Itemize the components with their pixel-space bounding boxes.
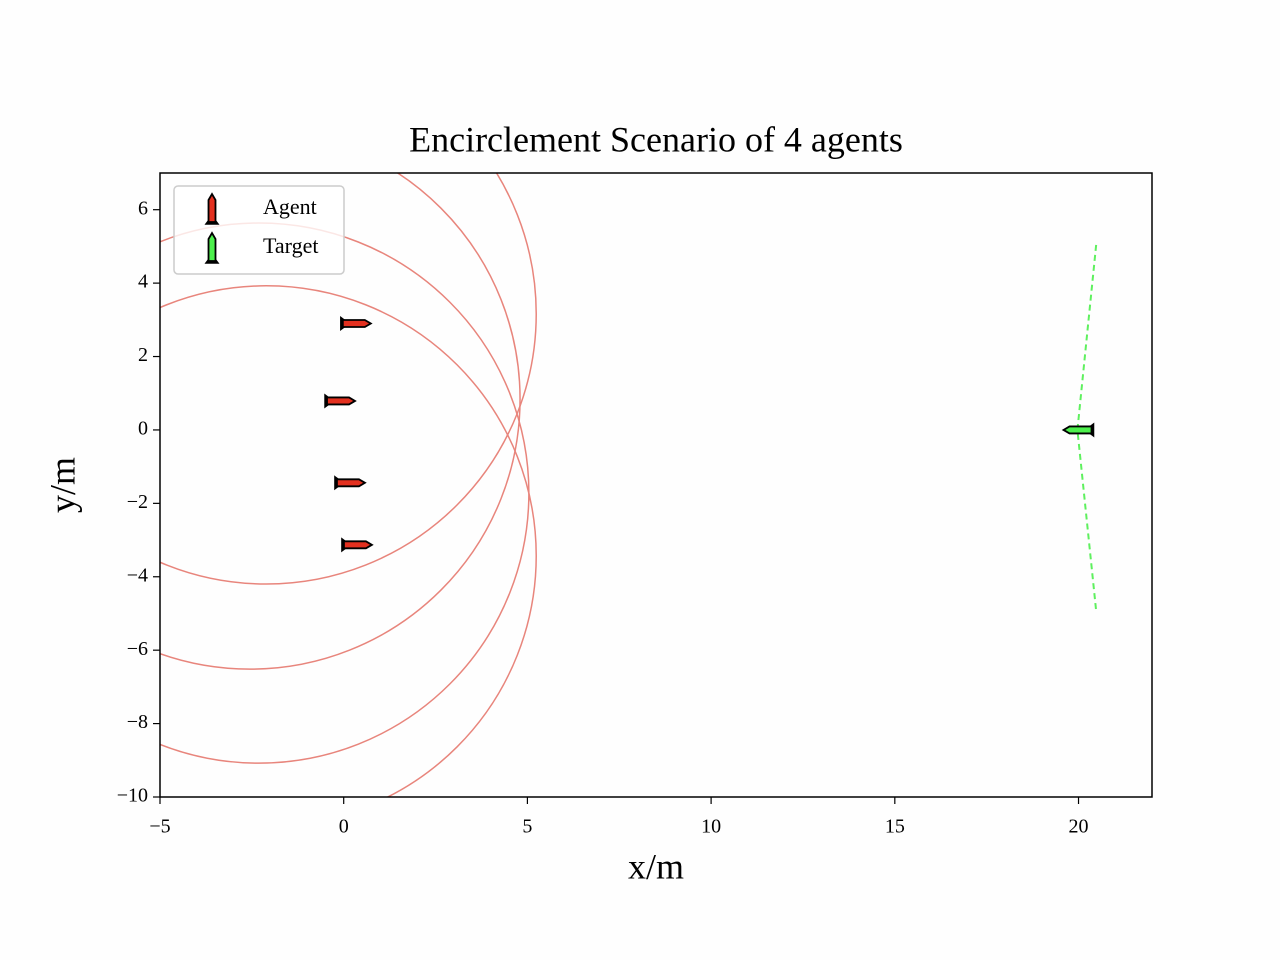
y-axis-label: y/m — [42, 457, 82, 513]
rocket-body — [207, 231, 217, 262]
legend: Agent Target — [173, 185, 345, 275]
rocket-body — [336, 478, 367, 488]
chart-title: Encirclement Scenario of 4 agents — [409, 119, 903, 159]
range-circle — [160, 173, 537, 585]
x-tick-label: 10 — [701, 816, 721, 838]
x-tick-label: 0 — [339, 816, 349, 838]
legend-label: Agent — [263, 194, 317, 219]
x-tick-label: −5 — [149, 816, 170, 838]
rocket — [1061, 422, 1095, 438]
x-axis-label: x/m — [628, 846, 684, 886]
rocket — [204, 231, 220, 264]
rocket-body — [341, 319, 373, 328]
y-tick-label: 4 — [138, 271, 148, 293]
rocket — [340, 315, 373, 331]
legend-label: Target — [263, 233, 318, 258]
legend-frame — [173, 185, 345, 275]
rocket-body — [326, 396, 357, 406]
y-tick-label: −10 — [117, 785, 148, 807]
range-circle — [160, 285, 537, 797]
rocket-body — [343, 540, 374, 550]
x-tick-label: 15 — [885, 816, 905, 838]
y-tick-label: 0 — [138, 418, 148, 440]
rocket — [341, 537, 374, 553]
x-tick-label: 5 — [522, 816, 532, 838]
y-tick-label: −4 — [127, 564, 148, 586]
axes-frame — [159, 172, 1153, 798]
plot-area — [160, 173, 1098, 797]
y-tick-label: −8 — [127, 711, 148, 733]
rocket — [324, 393, 357, 409]
ticks: −5 0 5 10 15 20 −10 −8 −6 −4 −2 0 2 4 6 — [117, 197, 1089, 837]
rocket — [334, 475, 367, 491]
range-circle — [160, 173, 521, 670]
y-tick-label: −6 — [127, 638, 148, 660]
x-tick-label: 20 — [1069, 816, 1089, 838]
y-tick-label: 2 — [138, 344, 148, 366]
y-tick-label: 6 — [138, 197, 148, 219]
rocket-body — [207, 192, 217, 223]
rocket — [204, 192, 220, 225]
y-tick-label: −2 — [127, 491, 148, 513]
rocket-body — [1061, 425, 1093, 435]
